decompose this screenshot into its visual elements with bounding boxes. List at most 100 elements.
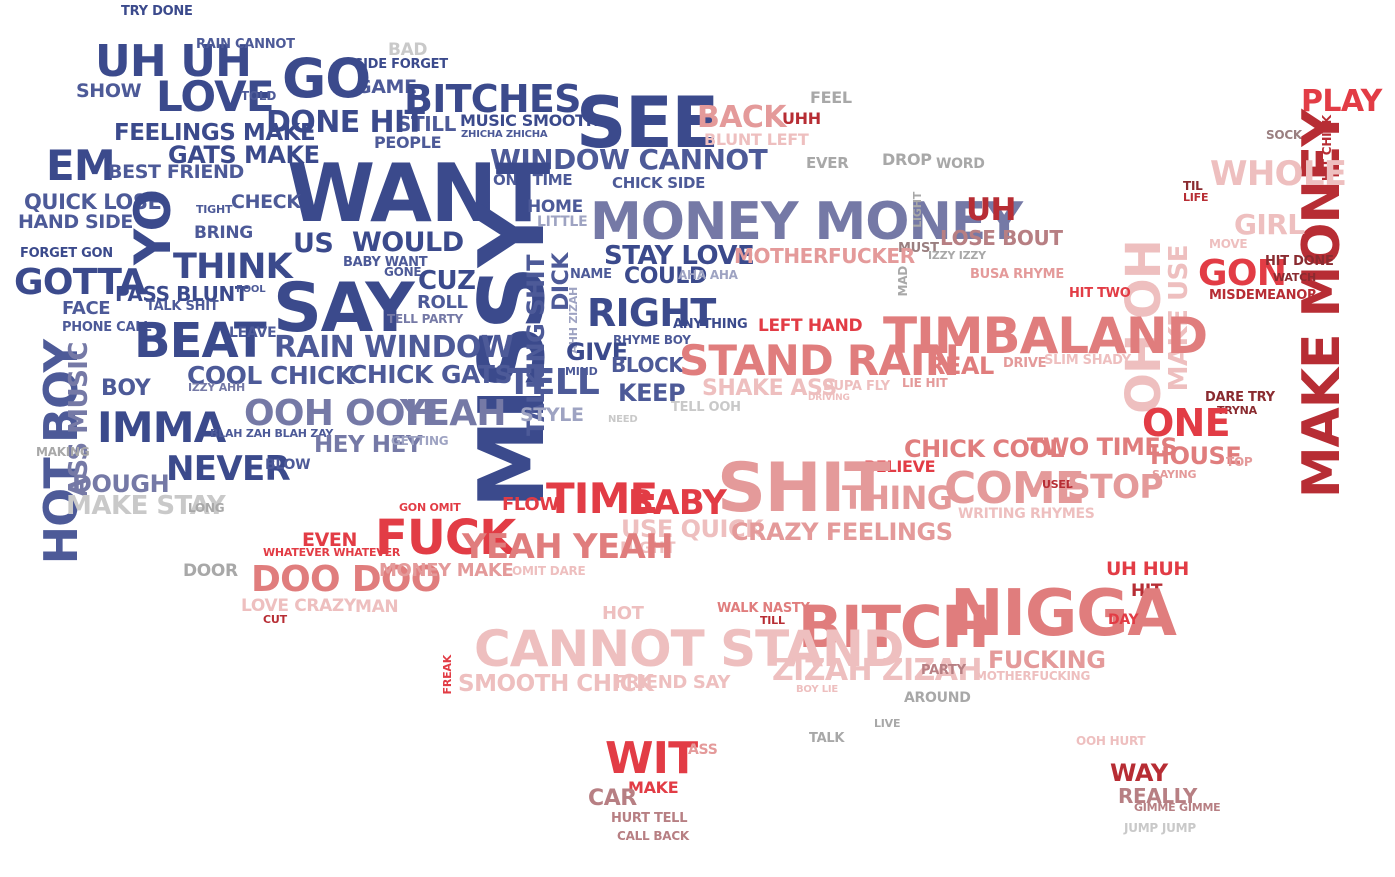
word-door: DOOR: [183, 561, 238, 581]
word-around: AROUND: [904, 690, 971, 706]
word-two-times: TWO TIMES: [1027, 433, 1178, 461]
word-face: FACE: [62, 298, 111, 319]
word-crazy-feelings: CRAZY FEELINGS: [731, 518, 953, 546]
word-could: COULD: [624, 264, 707, 289]
word-back: BACK: [697, 100, 787, 135]
word-side-forget: SIDE FORGET: [354, 57, 448, 72]
word-flow: FLOW: [502, 494, 559, 515]
word-motherfucker: MOTHERFUCKER: [734, 244, 915, 268]
word-bitch: BITCH: [798, 593, 990, 661]
word-izzy-ahh: IZZY AHH: [188, 381, 246, 394]
word-done-hit: DONE HIT: [266, 105, 425, 140]
word-blow: BLOW: [265, 457, 311, 473]
word-must: MUST: [898, 241, 939, 256]
word-left-hand: LEFT HAND: [758, 316, 863, 336]
word-party: PARTY: [921, 663, 966, 678]
word-watch: WATCH: [1273, 271, 1316, 284]
word-check: CHECK: [231, 191, 301, 213]
word-one-time: ONE TIME: [493, 171, 573, 189]
word-cut: CUT: [263, 613, 287, 626]
word-need: NEED: [608, 414, 638, 425]
word-fuck: FUCK: [375, 510, 516, 566]
word-lose-bout: LOSE BOUT: [940, 226, 1063, 250]
word-move: MOVE: [1209, 237, 1248, 251]
word-timbaland: TIMBALAND: [883, 307, 1208, 365]
word-blah-zah-blah-zay: BLAH ZAH BLAH ZAY: [210, 427, 334, 440]
word-tell-party: TELL PARTY: [387, 312, 464, 326]
word-stop: STOP: [1067, 467, 1164, 506]
word-aha-aha: AHA AHA: [678, 268, 738, 282]
word-window-cannot: WINDOW CANNOT: [490, 143, 768, 176]
word-gon: GON: [1198, 253, 1287, 294]
word-style: STYLE: [520, 404, 584, 426]
word-money-money: MONEY MONEY: [590, 192, 1023, 252]
word-thing: THING: [842, 479, 953, 517]
word-phone-call: PHONE CALL: [62, 320, 152, 335]
word-make: MAKE: [628, 778, 679, 797]
word-bad: BAD: [388, 40, 428, 60]
word-getting: GETTING: [391, 434, 449, 448]
word-tight: TIGHT: [196, 203, 233, 216]
word-hit-two: HIT TWO: [1069, 286, 1131, 301]
word-yeah-yeah: YEAH YEAH: [462, 527, 674, 567]
word-gone: GONE: [384, 265, 422, 279]
word-leave: LEAVE: [229, 325, 277, 341]
word-forget-gon: FORGET GON: [20, 246, 113, 261]
word-car: CAR: [588, 786, 637, 811]
word-would: WOULD: [352, 227, 464, 258]
word-play: PLAY: [1301, 84, 1382, 119]
word-night: NIGHT: [620, 538, 676, 557]
word-wit: WIT: [605, 733, 698, 784]
word-tell-ooh: TELL OOH: [671, 400, 741, 415]
word-gon-omit: GON OMIT: [399, 501, 461, 514]
word-izzy-izzy: IZZY IZZY: [928, 249, 986, 262]
word-name: NAME: [570, 267, 612, 282]
word-man: MAN: [355, 597, 399, 617]
word-slim-shady: SLIM SHADY: [1044, 353, 1131, 368]
word-house: HOUSE: [1150, 442, 1242, 470]
word-light: LIGHT: [911, 192, 924, 228]
word-sock: SOCK: [1266, 128, 1302, 142]
word-rain-window: RAIN WINDOW: [274, 330, 514, 365]
word-ooh-hurt: OOH HURT: [1076, 734, 1146, 748]
word-make-stay: MAKE STAY: [66, 491, 226, 521]
word-gotta: GOTTA: [14, 262, 146, 303]
word-friend-say: FRIEND SAY: [614, 672, 731, 693]
word-till: TILL: [760, 614, 785, 627]
word-hand-side: HAND SIDE: [18, 211, 133, 233]
word-gimme-gimme: GIMME GIMME: [1134, 801, 1221, 814]
word-rain-cannot: RAIN CANNOT: [196, 37, 295, 52]
word-whatever-whatever: WHATEVER WHATEVER: [263, 546, 401, 559]
word-omit-dare: OMIT DARE: [512, 564, 586, 578]
word-yeah: YEAH: [400, 393, 506, 434]
word-hit-done: HIT DONE: [1265, 254, 1334, 269]
word-never: NEVER: [166, 449, 291, 489]
word-chick-cool: CHICK COOL: [904, 435, 1065, 463]
word-go: GO: [282, 47, 371, 110]
word-shit: SHIT: [717, 449, 891, 528]
word-ooh-ooh: OOH OOH: [244, 393, 435, 434]
word-feel: FEEL: [810, 88, 852, 107]
word-long: LONG: [188, 501, 225, 515]
word-zizah-zizah: ZIZAH ZIZAH: [772, 653, 982, 688]
word-blunt-left: BLUNT LEFT: [704, 130, 809, 149]
word-tell: TELL: [507, 362, 600, 403]
word-come: COME: [944, 463, 1085, 514]
word-making: MAKING: [36, 445, 90, 459]
word-dupa-fly: DUPA FLY: [823, 379, 890, 394]
word-em: EM: [46, 141, 116, 190]
word-fucking: FUCKING: [988, 646, 1106, 674]
word-time: TIME: [546, 474, 658, 523]
word-told: TOLD: [241, 89, 277, 103]
word-zhicha-zhicha: ZHICHA ZHICHA: [461, 129, 548, 140]
word-pass-blunt: PASS BLUNT: [115, 282, 249, 306]
word-bitches: BITCHES: [404, 77, 581, 121]
word-roll: ROLL: [417, 292, 468, 313]
word-doo-doo: DOO DOO: [251, 559, 441, 600]
word-hurt-tell: HURT TELL: [611, 811, 688, 826]
word-really: REALLY: [1118, 784, 1197, 808]
word-live: LIVE: [874, 717, 901, 730]
word-even: EVEN: [302, 529, 358, 551]
word-used: USED: [1042, 478, 1075, 491]
word-busa-rhyme: BUSA RHYME: [970, 267, 1064, 282]
